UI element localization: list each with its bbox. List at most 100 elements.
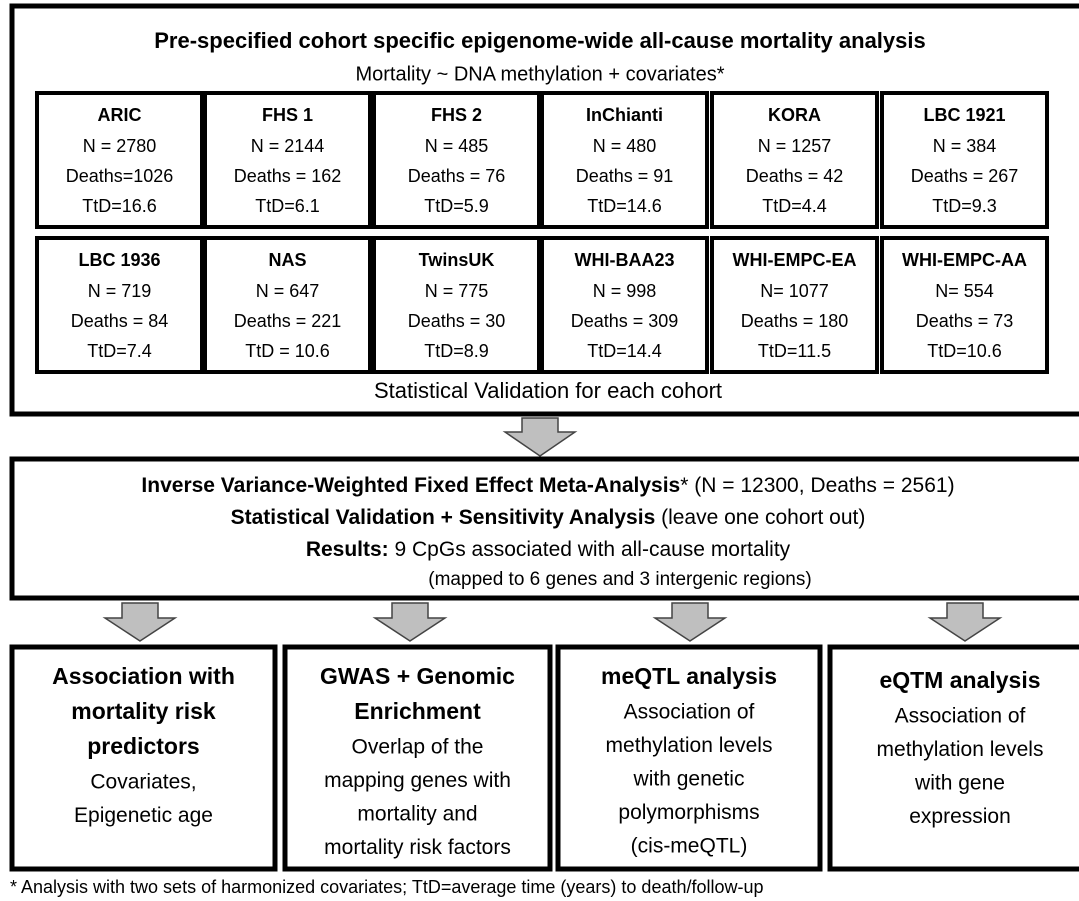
cohort-stat: Deaths = 73 xyxy=(916,311,1014,331)
meta-bold: Statistical Validation + Sensitivity Ana… xyxy=(231,506,656,529)
analysis-text: methylation levels xyxy=(877,738,1044,761)
cohort-stat: TtD=11.5 xyxy=(758,341,831,361)
panel-title: Pre-specified cohort specific epigenome-… xyxy=(154,28,925,53)
cohort-stat: TtD=8.9 xyxy=(424,341,489,361)
analysis-box xyxy=(827,644,1079,872)
meta-normal: * (N = 12300, Deaths = 2561) xyxy=(680,474,954,497)
cohort-stat: Deaths = 91 xyxy=(576,166,674,186)
generated: ARIC N = 2780 Deaths=1026 TtD=16.6 FHS 1 N = … xyxy=(9,91,1079,872)
cohort-box xyxy=(710,236,879,374)
cohort-box xyxy=(372,236,541,374)
cohort-stat: N = 485 xyxy=(425,136,489,156)
analysis-text: Epigenetic age xyxy=(74,804,213,827)
cohort-box xyxy=(203,91,372,229)
cohort-box xyxy=(540,236,709,374)
arrow xyxy=(652,602,728,642)
footnote: * Analysis with two sets of harmonized c… xyxy=(10,877,764,897)
cohort-stat: N= 554 xyxy=(935,281,994,301)
arrow xyxy=(927,602,1003,642)
meta-bold: Inverse Variance-Weighted Fixed Effect M… xyxy=(141,474,680,497)
panel-subtitle: Mortality ~ DNA methylation + covariates… xyxy=(355,63,724,85)
meta-line: Inverse Variance-Weighted Fixed Effect M… xyxy=(141,474,954,497)
cohort-stat: TtD=14.4 xyxy=(587,341,662,361)
meta-panel xyxy=(9,456,1079,601)
meta-line: (mapped to 6 genes and 3 intergenic regi… xyxy=(428,569,811,590)
cohort-stat: Deaths = 309 xyxy=(571,311,679,331)
analysis-text: methylation levels xyxy=(606,734,773,757)
cohort-name: NAS xyxy=(268,250,306,270)
cohort-stat: Deaths = 76 xyxy=(408,166,506,186)
cohort-box xyxy=(35,236,204,374)
cohort-stat: TtD=6.1 xyxy=(255,196,320,216)
cohort-name: WHI-EMPC-AA xyxy=(902,250,1027,270)
analysis-text: mortality risk factors xyxy=(324,836,511,859)
cohort-stat: TtD=10.6 xyxy=(927,341,1002,361)
meta-line: Results: 9 CpGs associated with all-caus… xyxy=(306,538,791,561)
analysis-title: Enrichment xyxy=(354,698,481,724)
analysis-box xyxy=(555,644,823,872)
meta-line: Statistical Validation + Sensitivity Ana… xyxy=(231,506,866,529)
cohort-name: TwinsUK xyxy=(419,250,495,270)
cohort-stat: N = 2144 xyxy=(251,136,325,156)
cohort-box xyxy=(203,236,372,374)
analysis-box xyxy=(282,644,553,872)
analysis-text: Overlap of the xyxy=(352,736,484,759)
cohort-stat: TtD = 10.6 xyxy=(245,341,330,361)
analysis-text: mortality and xyxy=(357,803,477,826)
analysis-text: Association of xyxy=(895,705,1026,728)
cohort-stat: TtD=9.3 xyxy=(932,196,997,216)
meta-normal: (leave one cohort out) xyxy=(655,506,865,529)
analysis-title: mortality risk xyxy=(71,698,216,724)
meta-normal: 9 CpGs associated with all-cause mortali… xyxy=(389,538,791,561)
arrow xyxy=(372,602,448,642)
cohort-stat: N = 480 xyxy=(593,136,657,156)
cohort-stat: Deaths = 84 xyxy=(71,311,169,331)
cohort-stat: N= 1077 xyxy=(760,281,829,301)
cohort-name: LBC 1936 xyxy=(78,250,160,270)
cohort-name: FHS 2 xyxy=(431,105,482,125)
cohort-stat: N = 384 xyxy=(933,136,997,156)
cohort-stat: TtD=4.4 xyxy=(762,196,827,216)
cohort-box xyxy=(540,91,709,229)
analysis-title: GWAS + Genomic xyxy=(320,663,515,689)
cohort-stat: TtD=7.4 xyxy=(87,341,152,361)
analysis-text: polymorphisms xyxy=(618,801,759,824)
cohort-name: FHS 1 xyxy=(262,105,313,125)
analysis-text: mapping genes with xyxy=(324,769,511,792)
cohort-name: ARIC xyxy=(98,105,142,125)
arrow xyxy=(102,602,178,642)
cohort-name: WHI-BAA23 xyxy=(574,250,674,270)
cohort-stat: Deaths = 42 xyxy=(746,166,844,186)
cohort-stat: N = 719 xyxy=(88,281,152,301)
analysis-text: expression xyxy=(909,805,1011,828)
cohort-box xyxy=(880,236,1049,374)
cohort-panel xyxy=(9,3,1079,417)
cohort-box xyxy=(372,91,541,229)
analysis-title: eQTM analysis xyxy=(879,667,1040,693)
cohort-box xyxy=(880,91,1049,229)
analysis-title: predictors xyxy=(87,733,199,759)
cohort-name: InChianti xyxy=(586,105,663,125)
cohort-stat: Deaths = 221 xyxy=(234,311,342,331)
cohort-name: LBC 1921 xyxy=(923,105,1005,125)
cohort-stat: Deaths = 180 xyxy=(741,311,849,331)
cohort-stat: TtD=14.6 xyxy=(587,196,662,216)
analysis-text: Association of xyxy=(624,701,755,724)
analysis-box xyxy=(9,644,278,872)
analysis-text: (cis-meQTL) xyxy=(631,835,748,858)
analysis-title: meQTL analysis xyxy=(601,663,777,689)
meta-bold: Results: xyxy=(306,538,389,561)
cohort-stat: N = 647 xyxy=(256,281,320,301)
arrow xyxy=(502,417,578,457)
analysis-title: Association with xyxy=(52,663,235,689)
cohort-name: KORA xyxy=(768,105,821,125)
cohort-stat: Deaths=1026 xyxy=(66,166,174,186)
cohort-stat: Deaths = 30 xyxy=(408,311,506,331)
analysis-text: Covariates, xyxy=(90,771,196,794)
cohort-stat: N = 2780 xyxy=(83,136,157,156)
meta-normal: (mapped to 6 genes and 3 intergenic regi… xyxy=(428,569,811,590)
analysis-text: with genetic xyxy=(633,768,745,791)
cohort-stat: N = 775 xyxy=(425,281,489,301)
